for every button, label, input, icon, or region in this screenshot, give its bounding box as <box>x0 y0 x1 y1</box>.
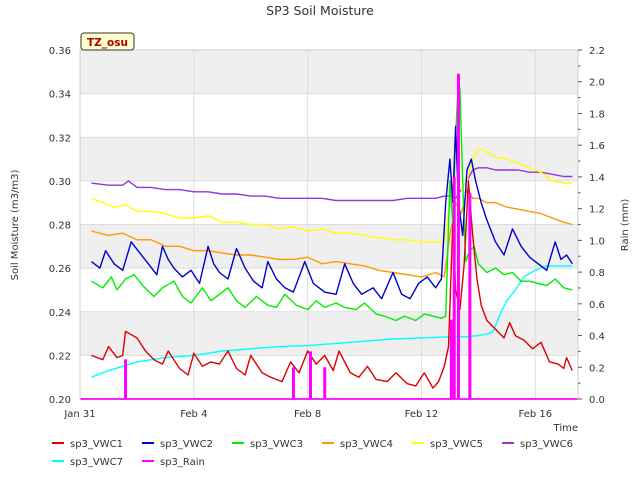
legend-label: sp3_VWC1 <box>70 439 123 450</box>
series-sp3-rain <box>80 73 578 400</box>
y-tick-label: 0.22 <box>49 351 71 362</box>
legend-item: sp3_VWC5 <box>412 439 483 450</box>
y-tick-label: 0.36 <box>49 46 71 57</box>
y-tick-label: 0.32 <box>49 133 71 144</box>
x-tick-label: Feb 12 <box>405 409 439 420</box>
annotation-label: TZ_osu <box>87 37 128 49</box>
x-axis: Jan 31 Feb 4 Feb 8 Feb 12 Feb 16 <box>63 409 552 420</box>
y-tick-label: 0.26 <box>49 264 71 275</box>
series-sp3-vwc1 <box>91 180 573 389</box>
legend: sp3_VWC1 sp3_VWC2 sp3_VWC3 sp3_VWC4 sp3_VWC5… <box>52 439 573 468</box>
legend-item: sp3_VWC3 <box>232 439 303 450</box>
y2-tick-label: 0.4 <box>589 332 605 343</box>
legend-label: sp3_VWC4 <box>340 439 393 450</box>
series-sp3-vwc7 <box>91 265 573 378</box>
legend-label: sp3_VWC3 <box>250 439 303 450</box>
legend-item: sp3_VWC1 <box>52 439 123 450</box>
y2-tick-label: 0.0 <box>589 395 605 406</box>
y2-tick-label: 1.6 <box>589 141 605 152</box>
y-tick-label: 0.20 <box>49 395 71 406</box>
x-axis-label: Time <box>553 423 578 434</box>
y2-tick-label: 2.2 <box>589 46 605 57</box>
x-tick-label: Jan 31 <box>63 409 95 420</box>
y-tick-label: 0.28 <box>49 221 71 232</box>
x-tick-label: Feb 4 <box>180 409 207 420</box>
chart-title: SP3 Soil Moisture <box>266 3 374 18</box>
series-layer <box>80 73 578 400</box>
legend-label: sp3_VWC7 <box>70 457 123 468</box>
x-tick-label: Feb 8 <box>294 409 321 420</box>
y-axis-right: 0.0 0.2 0.4 0.6 0.8 1.0 1.2 1.4 1.6 1.8 2.0 2.2 <box>578 46 605 406</box>
y-axis-left-label: Soil Moisture (m3/m3) <box>10 170 21 281</box>
grid-bands <box>80 50 578 356</box>
y-tick-label: 0.34 <box>49 90 71 101</box>
y-axis-right-label: Rain (mm) <box>620 199 631 252</box>
series-sp3-vwc6 <box>91 167 573 202</box>
y2-tick-label: 1.4 <box>589 173 605 184</box>
y2-tick-label: 1.2 <box>589 205 605 216</box>
y-tick-label: 0.24 <box>49 308 71 319</box>
legend-item: sp3_VWC7 <box>52 457 123 468</box>
grid-band <box>80 311 578 356</box>
y2-tick-label: 0.6 <box>589 300 605 311</box>
grid-band <box>80 50 578 94</box>
y2-tick-label: 1.0 <box>589 236 605 247</box>
legend-label: sp3_VWC2 <box>160 439 213 450</box>
legend-item: sp3_Rain <box>142 457 205 468</box>
y-axis-left: 0.20 0.22 0.24 0.26 0.28 0.30 0.32 0.34 0.36 <box>49 46 71 406</box>
series-sp3-vwc4 <box>91 188 573 278</box>
legend-label: sp3_VWC5 <box>430 439 483 450</box>
y2-tick-label: 0.8 <box>589 268 605 279</box>
y2-tick-label: 1.8 <box>589 109 605 120</box>
series-sp3-vwc2 <box>90 125 573 300</box>
y-tick-label: 0.30 <box>49 177 71 188</box>
grid-lines <box>79 49 578 400</box>
legend-item: sp3_VWC4 <box>322 439 393 450</box>
x-tick-label: Feb 16 <box>519 409 553 420</box>
series-sp3-vwc3 <box>91 77 573 322</box>
annotation-box: TZ_osu <box>80 32 135 51</box>
y2-tick-label: 0.2 <box>589 363 605 374</box>
legend-item: sp3_VWC6 <box>502 439 573 450</box>
grid-band <box>80 137 578 181</box>
y2-tick-label: 2.0 <box>589 78 605 89</box>
series-sp3-vwc5 <box>91 147 573 243</box>
legend-label: sp3_Rain <box>160 457 205 468</box>
legend-label: sp3_VWC6 <box>520 439 573 450</box>
legend-item: sp3_VWC2 <box>142 439 213 450</box>
